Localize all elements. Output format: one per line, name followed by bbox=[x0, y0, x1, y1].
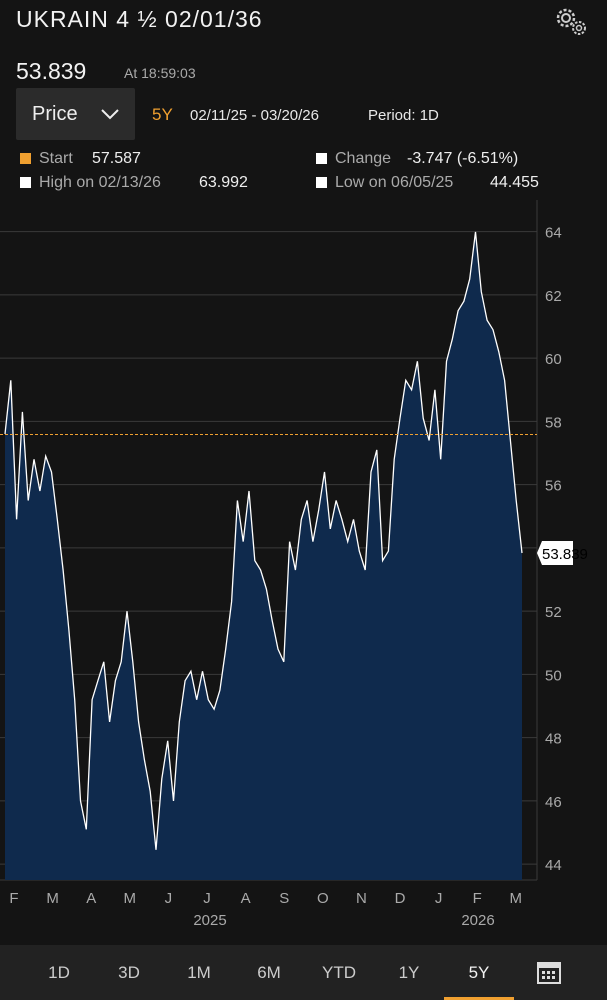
last-price: 53.839 bbox=[16, 58, 87, 84]
stat-value: 44.455 bbox=[490, 174, 539, 191]
range-tab[interactable]: 5Y bbox=[444, 945, 514, 1000]
y-tick-label: 62 bbox=[545, 288, 562, 305]
y-tick-label: 46 bbox=[545, 794, 562, 811]
y-tick-label: 58 bbox=[545, 414, 562, 431]
legend-square bbox=[20, 153, 31, 164]
x-tick-label: A bbox=[86, 890, 96, 907]
stat-value: -3.747 (-6.51%) bbox=[407, 150, 519, 167]
x-tick-label: M bbox=[124, 890, 137, 907]
x-tick-label: D bbox=[395, 890, 406, 907]
area bbox=[5, 231, 522, 880]
stat-label: Start bbox=[39, 150, 73, 167]
x-tick-label: J bbox=[203, 890, 211, 907]
x-tick-label: J bbox=[165, 890, 173, 907]
settings-icon[interactable] bbox=[552, 4, 592, 38]
last-value-box bbox=[537, 540, 573, 565]
range-tab[interactable]: 1M bbox=[187, 963, 211, 982]
legend-square bbox=[316, 177, 327, 188]
price-time: At 18:59:03 bbox=[124, 65, 196, 81]
y-tick-label: 44 bbox=[545, 857, 562, 874]
y-tick-label: 64 bbox=[545, 225, 562, 242]
legend-square bbox=[316, 153, 327, 164]
range-tab[interactable]: YTD bbox=[322, 963, 356, 982]
tab-bar: 1D 3D 1M 6M YTD 1Y 5Y bbox=[0, 945, 607, 1000]
range-tab[interactable]: 1Y bbox=[398, 963, 420, 982]
legend-square bbox=[20, 177, 31, 188]
x-tick-label: F bbox=[473, 890, 482, 907]
dropdown-label: Price bbox=[32, 103, 78, 125]
x-tick-label: M bbox=[510, 890, 523, 907]
range-label[interactable]: 5Y bbox=[152, 105, 173, 124]
y-tick-label: 48 bbox=[545, 731, 562, 748]
date-range: 02/11/25 - 03/20/26 bbox=[190, 107, 319, 124]
y-tick-label: 50 bbox=[545, 667, 562, 684]
x-tick-label: J bbox=[435, 890, 443, 907]
y-tick-label: 52 bbox=[545, 604, 562, 621]
x-tick-label: O bbox=[317, 890, 329, 907]
range-tab[interactable]: 1D bbox=[48, 963, 70, 982]
stat-label: High on 02/13/26 bbox=[39, 174, 161, 191]
period: Period: 1D bbox=[368, 107, 439, 124]
security-title: UKRAIN 4 ½ 02/01/36 bbox=[16, 6, 263, 32]
x-tick-label: A bbox=[241, 890, 251, 907]
stat-label: Change bbox=[335, 150, 392, 167]
stat-value: 57.587 bbox=[92, 150, 141, 167]
last-value-label: 53.839 bbox=[542, 546, 588, 563]
field-dropdown[interactable]: Price bbox=[16, 88, 135, 140]
calendar-icon[interactable] bbox=[536, 959, 562, 985]
chevron bbox=[101, 109, 119, 120]
x-tick-label: M bbox=[46, 890, 59, 907]
x-tick-label: N bbox=[356, 890, 367, 907]
year-label: 2026 bbox=[461, 912, 494, 929]
x-tick-label: S bbox=[279, 890, 289, 907]
stat-value: 63.992 bbox=[199, 174, 248, 191]
x-tick-label: F bbox=[9, 890, 18, 907]
line bbox=[4, 231, 523, 850]
y-tick-label: 56 bbox=[545, 478, 562, 495]
range-tab[interactable]: 3D bbox=[118, 963, 140, 982]
stat-label: Low on 06/05/25 bbox=[335, 174, 454, 191]
chart: 2025 2026 444648505254565860626453.839FM… bbox=[0, 200, 588, 929]
y-tick-label: 60 bbox=[545, 351, 562, 368]
year-label: 2025 bbox=[193, 912, 226, 929]
range-tab[interactable]: 6M bbox=[257, 963, 281, 982]
